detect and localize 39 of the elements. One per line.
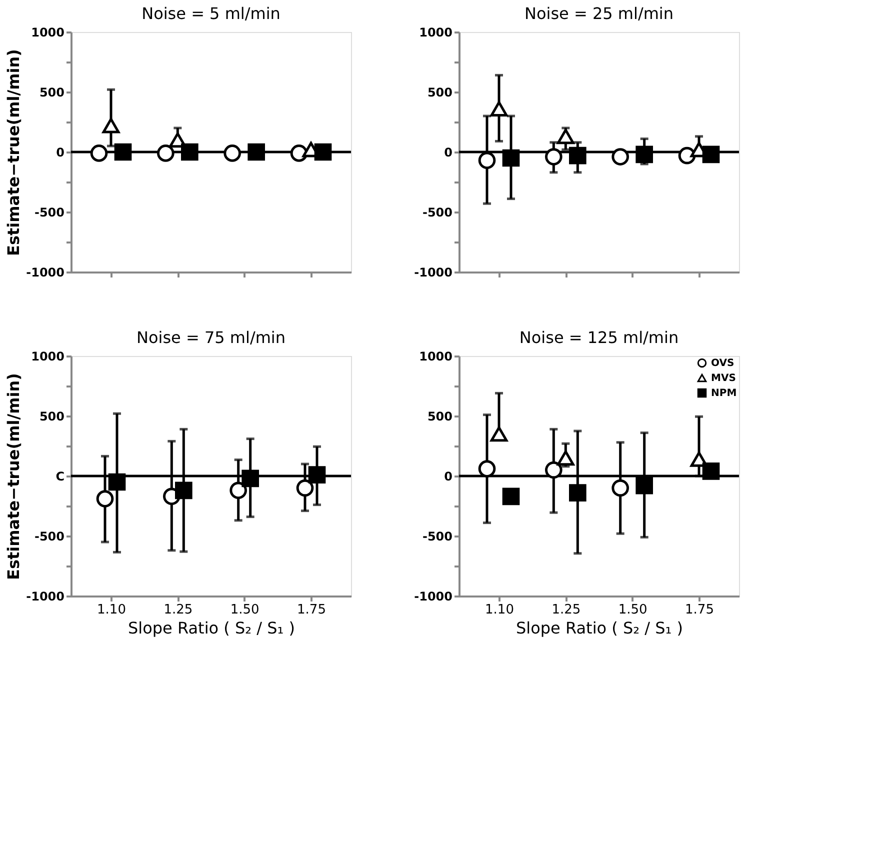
y-tick-label: 1000 <box>419 26 452 40</box>
y-tick-label: 500 <box>427 86 452 100</box>
y-tick-label: -500 <box>34 530 64 544</box>
x-tick-label: 1.75 <box>685 602 714 618</box>
x-tick-label: 1.10 <box>97 602 126 618</box>
y-axis-title: Estimate−true(ml/min) <box>4 373 24 580</box>
y-tick-label: 0 <box>444 470 452 484</box>
y-tick-label: 500 <box>39 86 64 100</box>
y-tick-label: 0 <box>444 146 452 160</box>
y-tick-label: 500 <box>427 410 452 424</box>
legend-label: NPM <box>711 388 737 399</box>
x-tick-label: 1.10 <box>485 602 514 618</box>
chart-title: Noise = 125 ml/min <box>519 328 679 347</box>
x-axis-title: Slope Ratio ( S₂ / S₁ ) <box>128 618 295 638</box>
y-tick-label: -1000 <box>26 590 64 604</box>
x-tick-label: 1.50 <box>230 602 260 618</box>
chart-title: Noise = 75 ml/min <box>136 328 286 347</box>
x-tick-label: 1.25 <box>552 602 581 618</box>
y-tick-label: -1000 <box>414 590 452 604</box>
legend-label: OVS <box>711 358 734 369</box>
y-tick-label: -1000 <box>26 266 64 280</box>
y-tick-label: -500 <box>422 530 452 544</box>
y-tick-label: 500 <box>39 410 64 424</box>
x-tick-label: 1.75 <box>297 602 326 618</box>
y-tick-label: 1000 <box>31 26 64 40</box>
x-tick-label: 1.25 <box>164 602 193 618</box>
chart-title: Noise = 25 ml/min <box>524 4 674 23</box>
y-axis-title: Estimate−true(ml/min) <box>4 49 24 256</box>
y-tick-label: -500 <box>34 206 64 220</box>
y-tick-label: 1000 <box>31 350 64 364</box>
x-axis-title: Slope Ratio ( S₂ / S₁ ) <box>516 618 683 638</box>
legend-label: MVS <box>711 373 736 384</box>
y-tick-label: C <box>56 470 65 484</box>
y-tick-label: 0 <box>56 146 64 160</box>
x-tick-label: 1.50 <box>618 602 648 618</box>
y-tick-label: -500 <box>422 206 452 220</box>
y-tick-label: 1000 <box>419 350 452 364</box>
chart-title: Noise = 5 ml/min <box>142 4 280 23</box>
y-tick-label: -1000 <box>414 266 452 280</box>
